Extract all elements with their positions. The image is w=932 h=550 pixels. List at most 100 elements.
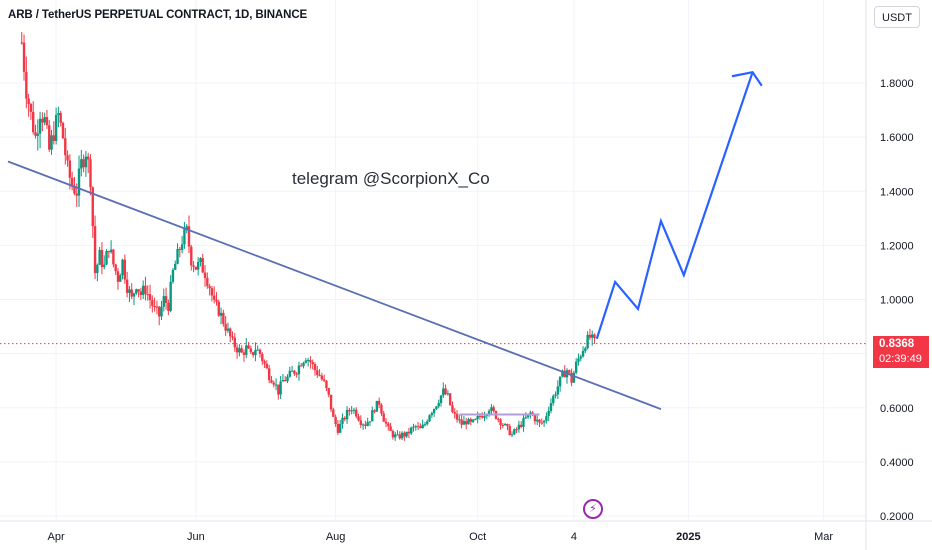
candle-body bbox=[540, 422, 544, 424]
price-tick-label: 1.4000 bbox=[880, 186, 914, 198]
lightning-icon[interactable]: ⚡ bbox=[583, 499, 603, 519]
candle-body bbox=[579, 356, 582, 359]
candle-body bbox=[187, 226, 191, 247]
candle-body bbox=[517, 424, 521, 430]
candle-body bbox=[272, 382, 275, 385]
candle-body bbox=[240, 348, 243, 353]
candle-body bbox=[451, 405, 454, 413]
candle-body bbox=[251, 352, 255, 356]
candle-body bbox=[393, 434, 397, 438]
candle-body bbox=[300, 365, 303, 367]
candle-body bbox=[316, 370, 319, 375]
price-axis[interactable]: 0.2000 0.4000 0.6000 1.0000 1.2000 1.4000 1.60… bbox=[880, 78, 914, 523]
candle-body bbox=[59, 113, 62, 123]
candle-body bbox=[375, 400, 379, 412]
candle-body bbox=[217, 301, 220, 316]
candle-body bbox=[389, 426, 392, 431]
candle-body bbox=[361, 424, 365, 426]
candle-body bbox=[577, 358, 580, 362]
drawing-overlays bbox=[0, 70, 866, 416]
candle-body bbox=[538, 419, 541, 423]
candle-body bbox=[112, 249, 115, 265]
candle-body bbox=[194, 266, 198, 270]
candle-body bbox=[77, 168, 81, 196]
candle-body bbox=[245, 345, 248, 355]
time-tick-label: 4 bbox=[571, 531, 577, 543]
candle-body bbox=[219, 312, 223, 316]
candle-body bbox=[556, 386, 560, 395]
candle-countdown: 02:39:49 bbox=[879, 353, 922, 365]
candle-body bbox=[231, 336, 234, 338]
candle-body bbox=[267, 368, 271, 381]
candle-body bbox=[274, 384, 278, 386]
candle-body bbox=[89, 159, 92, 188]
candle-body bbox=[34, 132, 37, 136]
candle-body bbox=[210, 288, 214, 296]
candle-body bbox=[50, 135, 53, 150]
candle-body bbox=[396, 434, 399, 436]
candle-body bbox=[162, 296, 165, 307]
candle-body bbox=[304, 360, 308, 363]
candle-body bbox=[45, 117, 49, 126]
candle-body bbox=[256, 349, 259, 351]
candle-body bbox=[70, 177, 74, 187]
candle-body bbox=[107, 251, 111, 253]
candle-body bbox=[499, 419, 502, 425]
candle-body bbox=[563, 370, 566, 378]
candle-body bbox=[103, 264, 106, 267]
candle-body bbox=[199, 258, 202, 262]
candle-body bbox=[258, 349, 262, 355]
candle-body bbox=[105, 251, 108, 265]
time-axis[interactable]: Apr Jun Aug Oct 4 2025 Mar bbox=[48, 531, 834, 543]
candle-body bbox=[448, 393, 452, 406]
candle-body bbox=[169, 281, 172, 311]
candle-body bbox=[311, 362, 314, 365]
candle-body bbox=[327, 388, 330, 395]
candle-body bbox=[416, 426, 420, 428]
candle-body bbox=[93, 226, 97, 274]
candle-body bbox=[203, 272, 207, 278]
candle-body bbox=[27, 98, 30, 105]
candle-body bbox=[352, 409, 356, 411]
candle-body bbox=[114, 264, 117, 272]
candle-body bbox=[82, 159, 85, 168]
candle-body bbox=[350, 410, 353, 412]
price-tick-label: 1.6000 bbox=[880, 132, 914, 144]
candle-body bbox=[25, 71, 28, 99]
candle-body bbox=[174, 263, 177, 270]
candle-body bbox=[400, 432, 404, 439]
price-tick-label: 1.8000 bbox=[880, 78, 914, 90]
candle-body bbox=[167, 302, 170, 311]
candle-body bbox=[128, 289, 131, 293]
price-tick-label: 0.6000 bbox=[880, 403, 914, 415]
candle-body bbox=[190, 246, 193, 266]
candle-body bbox=[295, 373, 298, 375]
candle-body bbox=[270, 380, 273, 383]
candle-body bbox=[584, 348, 587, 351]
candle-body bbox=[574, 361, 578, 373]
candle-body bbox=[242, 352, 246, 355]
candle-body bbox=[410, 427, 413, 434]
candle-body bbox=[265, 363, 269, 369]
candle-body bbox=[277, 384, 280, 395]
candle-body bbox=[284, 380, 287, 382]
candle-body bbox=[403, 432, 406, 437]
candle-body bbox=[164, 296, 168, 303]
candle-body bbox=[364, 424, 367, 426]
candle-body bbox=[568, 370, 571, 373]
candle-body bbox=[460, 419, 463, 425]
candle-body bbox=[226, 328, 230, 331]
candle-body bbox=[368, 421, 372, 423]
currency-button[interactable]: USDT bbox=[874, 6, 920, 28]
candle-body bbox=[48, 125, 51, 150]
candle-body bbox=[462, 421, 466, 425]
candle-body bbox=[130, 289, 133, 297]
price-tick-label: 0.2000 bbox=[880, 511, 914, 523]
candle-body bbox=[254, 349, 257, 356]
candle-body bbox=[439, 395, 443, 404]
candle-body bbox=[552, 395, 555, 404]
candle-body bbox=[22, 42, 26, 72]
candle-body bbox=[64, 138, 67, 156]
candle-body bbox=[61, 122, 65, 139]
